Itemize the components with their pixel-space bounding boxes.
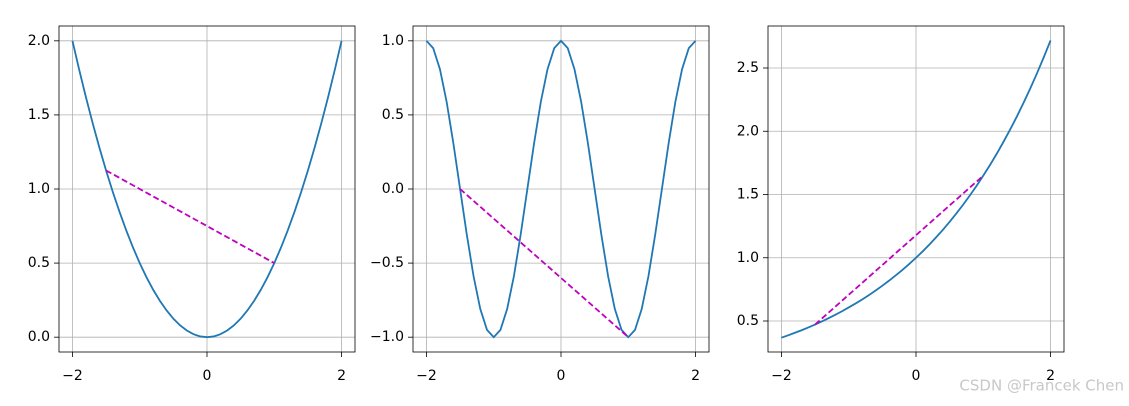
y-tick-label: 1.5 xyxy=(28,107,50,123)
axes-frame xyxy=(58,25,356,353)
y-tick-label: 0.5 xyxy=(382,107,404,123)
x-tick-label: 0 xyxy=(203,368,212,384)
y-tick-label: 2.0 xyxy=(28,33,50,49)
x-tick-label: 2 xyxy=(1046,368,1055,384)
y-tick-label: 0.5 xyxy=(28,255,50,271)
y-tick-label: 0.5 xyxy=(737,313,759,329)
dashed-line xyxy=(814,174,984,326)
dashed-line xyxy=(459,188,629,338)
y-tick-label: 2.0 xyxy=(737,123,759,139)
y-tick-label: 0.0 xyxy=(28,329,50,345)
x-tick-label: 0 xyxy=(557,368,566,384)
x-tick-label: −2 xyxy=(771,368,792,384)
curve xyxy=(71,40,343,339)
y-tick-label: −1.0 xyxy=(370,329,404,345)
watermark: CSDN @Francek Chen xyxy=(959,377,1124,395)
x-tick-label: −2 xyxy=(62,368,83,384)
y-tick-label: 2.5 xyxy=(737,60,759,76)
y-tick-label: 1.0 xyxy=(28,181,50,197)
axes-frame xyxy=(412,25,710,353)
y-tick-label: −0.5 xyxy=(370,255,404,271)
x-tick-label: 2 xyxy=(337,368,346,384)
x-tick-label: 2 xyxy=(691,368,700,384)
x-tick-label: 0 xyxy=(912,368,921,384)
curve xyxy=(781,40,1052,339)
y-tick-label: 0.0 xyxy=(382,181,404,197)
dashed-line xyxy=(105,169,275,264)
y-tick-label: 1.5 xyxy=(737,187,759,203)
y-tick-label: 1.0 xyxy=(737,250,759,266)
curve xyxy=(425,39,697,339)
y-tick-label: 1.0 xyxy=(382,33,404,49)
x-tick-label: −2 xyxy=(416,368,437,384)
axes-frame xyxy=(767,25,1065,353)
